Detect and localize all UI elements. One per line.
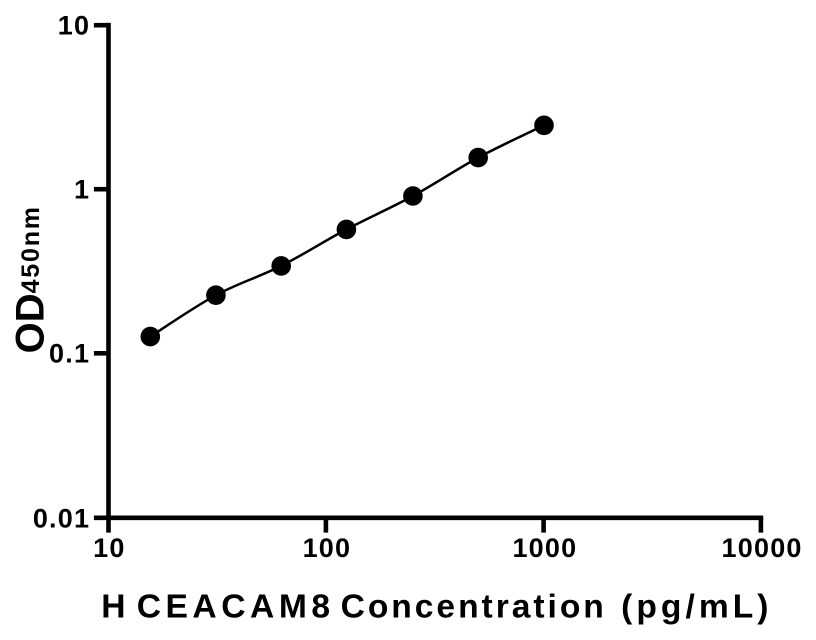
svg-text:1000: 1000 bbox=[512, 533, 577, 563]
svg-text:10: 10 bbox=[58, 11, 90, 41]
svg-text:0.01: 0.01 bbox=[33, 504, 90, 534]
svg-text:10: 10 bbox=[93, 533, 125, 563]
svg-text:(pg/mL): (pg/mL) bbox=[621, 588, 772, 625]
svg-text:0.1: 0.1 bbox=[49, 339, 90, 369]
svg-text:100: 100 bbox=[303, 533, 352, 563]
svg-text:Concentration: Concentration bbox=[341, 588, 607, 625]
svg-text:10000: 10000 bbox=[722, 533, 803, 563]
svg-text:H: H bbox=[101, 588, 125, 625]
svg-text:CEACAM8: CEACAM8 bbox=[137, 588, 335, 625]
svg-text:1: 1 bbox=[74, 175, 90, 205]
